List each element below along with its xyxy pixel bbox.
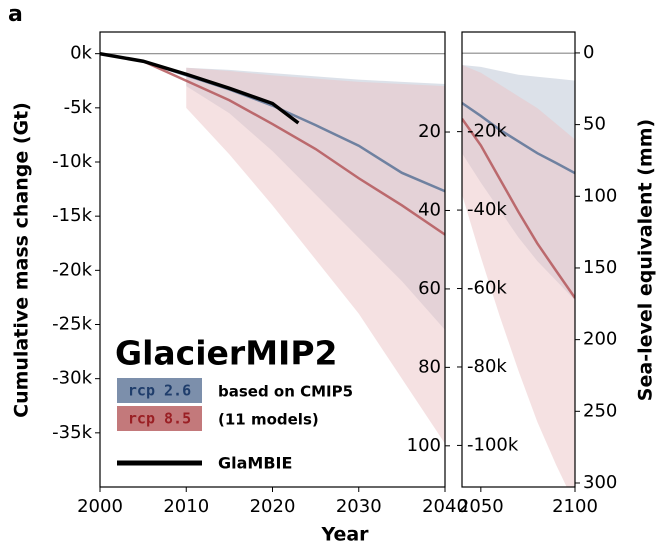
legend-label: GlaMBIE <box>218 454 292 473</box>
x-tick-label: 2040 <box>422 496 468 517</box>
y2-tick-label: 80 <box>418 356 441 377</box>
x-tick-label: 2100 <box>552 496 598 517</box>
y2-tick-label: 200 <box>583 329 617 350</box>
y-tick-label: -60k <box>467 278 507 299</box>
series-line <box>462 101 575 175</box>
y-axis-label: Cumulative mass change (Gt) <box>11 102 33 418</box>
y2-tick-label: 50 <box>583 114 606 135</box>
y2-tick-label: 250 <box>583 400 617 421</box>
y-tick-label: -10k <box>52 151 92 172</box>
plot-area <box>100 51 445 444</box>
x-tick-label: 2010 <box>163 496 209 517</box>
range-band <box>186 67 445 444</box>
x-tick-label: 2020 <box>250 496 296 517</box>
y2-tick-label: 60 <box>418 278 441 299</box>
y2-tick-label: 40 <box>418 199 441 220</box>
plot-frame <box>461 31 576 488</box>
y2-tick-label: 100 <box>583 185 617 206</box>
y2-tick-label: 150 <box>583 257 617 278</box>
y-tick-label: -30k <box>52 368 92 389</box>
y2-tick-label: 0 <box>583 42 594 63</box>
legend-label: rcp 2.6 <box>128 382 191 400</box>
legend-title: GlacierMIP2 <box>115 334 337 373</box>
panel-label: a <box>8 2 23 27</box>
y-tick-label: 0k <box>70 43 92 64</box>
y-tick-label: -25k <box>52 314 92 335</box>
legend-swatch <box>117 378 202 403</box>
y-tick-label: -40k <box>467 199 507 220</box>
x-tick-label: 2050 <box>458 496 504 517</box>
legend-label: rcp 8.5 <box>128 410 191 428</box>
legend-note: based on CMIP5 <box>218 383 353 401</box>
y-tick-label: -20k <box>52 259 92 280</box>
y2-tick-label: 100 <box>407 435 441 456</box>
y-tick-label: -15k <box>52 205 92 226</box>
x-tick-label: 2000 <box>77 496 123 517</box>
legend-swatch <box>117 406 202 431</box>
series-line <box>462 117 575 299</box>
y-tick-label: -5k <box>64 97 93 118</box>
y-tick-label: -20k <box>467 121 507 142</box>
plot-area <box>462 52 575 487</box>
range-band <box>462 64 575 487</box>
y-tick-label: -35k <box>52 422 92 443</box>
legend-note: (11 models) <box>218 411 319 429</box>
y2-tick-label: 300 <box>583 472 617 493</box>
y-tick-label: -100k <box>467 434 519 455</box>
y2-tick-label: 20 <box>418 121 441 142</box>
series-line <box>100 52 445 236</box>
x-tick-label: 2030 <box>336 496 382 517</box>
y-tick-label: -80k <box>467 356 507 377</box>
series-line <box>100 51 300 125</box>
y2-axis-label: Sea-level equivalent (mm) <box>635 119 657 401</box>
x-axis-label: Year <box>320 524 369 546</box>
